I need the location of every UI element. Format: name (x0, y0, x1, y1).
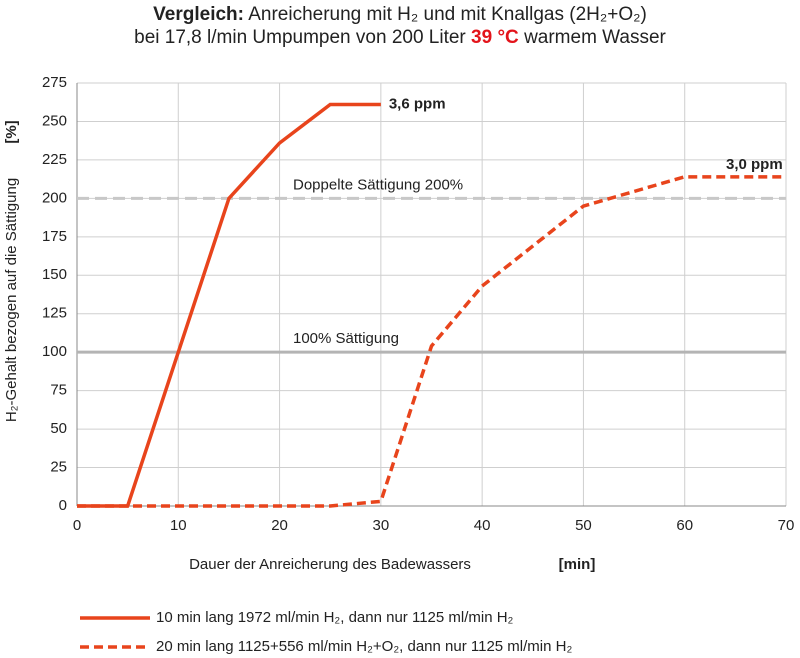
y-tick-label: 50 (50, 420, 67, 437)
x-tick-label: 10 (170, 517, 187, 534)
x-tick-label: 30 (373, 517, 390, 534)
x-axis-unit: [min] (559, 556, 596, 573)
x-tick-label: 40 (474, 517, 491, 534)
x-tick-label: 60 (676, 517, 693, 534)
x-tick-label: 20 (271, 517, 288, 534)
title-bold: Vergleich: (153, 4, 244, 25)
y-tick-label: 75 (50, 382, 67, 399)
y-tick-label: 125 (42, 305, 67, 322)
subtitle-part: warmem Wasser (523, 27, 666, 48)
y-tick-label: 100 (42, 343, 67, 360)
y-axis-label: H₂-Gehalt bezogen auf die Sättigung (3, 178, 20, 422)
y-tick-label: 0 (59, 497, 67, 514)
title-text: Anreicherung mit H₂ und mit Knallgas (2H… (248, 4, 647, 25)
y-tick-label: 175 (42, 228, 67, 245)
reference-label: Doppelte Sättigung 200% (293, 176, 463, 193)
y-tick-label: 250 (42, 112, 67, 129)
y-axis-unit: [%] (3, 120, 20, 143)
plot-area (77, 83, 786, 506)
y-tick-label: 225 (42, 151, 67, 168)
legend-label: 10 min lang 1972 ml/min H₂, dann nur 112… (156, 609, 514, 626)
end-label: 3,0 ppm (726, 156, 783, 173)
chart-title: Vergleich: Anreicherung mit H₂ und mit K… (153, 4, 647, 25)
end-label: 3,6 ppm (389, 96, 446, 113)
y-tick-label: 275 (42, 74, 67, 91)
x-tick-label: 0 (73, 517, 81, 534)
y-tick-label: 200 (42, 189, 67, 206)
reference-label: 100% Sättigung (293, 330, 399, 347)
y-tick-label: 25 (50, 459, 67, 476)
x-tick-label: 50 (575, 517, 592, 534)
x-axis-label: Dauer der Anreicherung des Badewassers (189, 556, 471, 573)
y-tick-label: 150 (42, 266, 67, 283)
data-line (77, 175, 786, 508)
chart-subtitle: bei 17,8 l/min Umpumpen von 200 Liter 39… (134, 27, 666, 48)
subtitle-part: bei 17,8 l/min Umpumpen von 200 Liter (134, 27, 466, 48)
legend-label: 20 min lang 1125+556 ml/min H₂+O₂, dann … (156, 638, 572, 655)
x-tick-label: 70 (778, 517, 795, 534)
subtitle-highlight: 39 °C (471, 27, 519, 48)
